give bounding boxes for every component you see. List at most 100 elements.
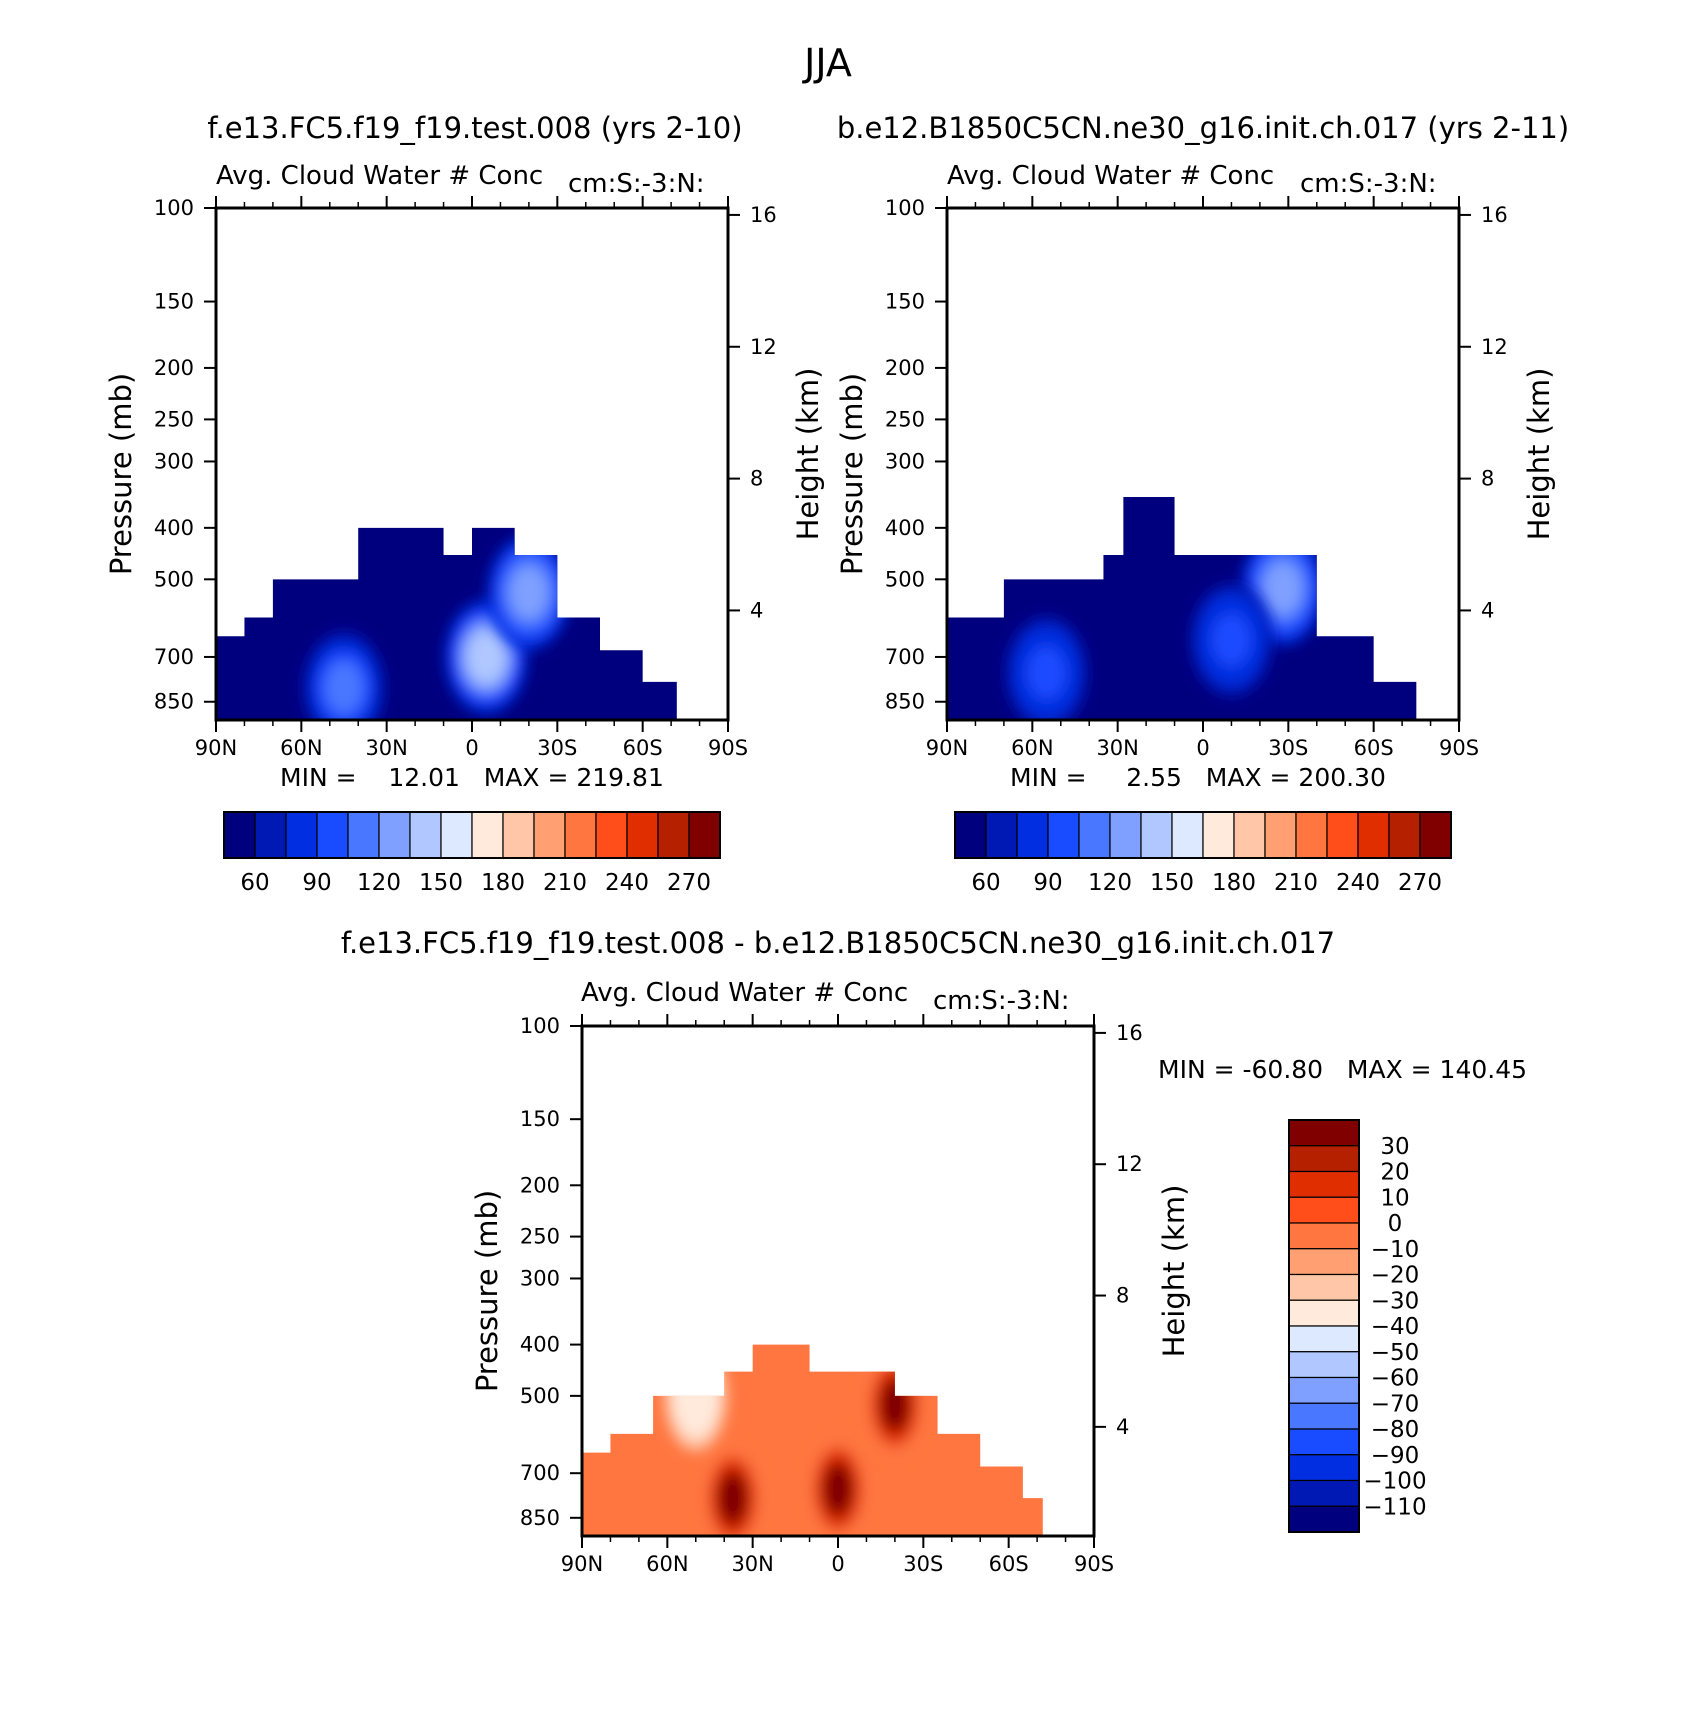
- colorbar-label: 20: [1380, 1160, 1409, 1186]
- contour-feature: [303, 631, 385, 720]
- colorbar-box: [409, 811, 442, 859]
- height-tick-label: 4: [1481, 598, 1494, 622]
- colorbar-box: [285, 811, 318, 859]
- colorbar-label: 270: [1398, 870, 1442, 896]
- lat-tick-label: 90S: [708, 736, 748, 760]
- contour-field: [216, 527, 677, 720]
- colorbar-box: [254, 811, 287, 859]
- colorbar-box: [688, 811, 721, 859]
- colorbar-box: [1295, 811, 1328, 859]
- lat-tick-label: 30N: [1096, 736, 1138, 760]
- pressure-tick-label: 300: [520, 1266, 560, 1290]
- lat-tick-label: 90N: [926, 736, 968, 760]
- colorbar-label: 0: [1388, 1211, 1403, 1237]
- colorbar-label: 210: [1274, 870, 1318, 896]
- colorbar-box: [1288, 1196, 1360, 1224]
- pressure-tick-label: 100: [154, 196, 194, 220]
- panel-right: b.e12.B1850C5CN.ne30_g16.init.ch.017 (yr…: [835, 111, 1569, 896]
- pressure-tick-label: 400: [154, 516, 194, 540]
- pressure-tick-label: 700: [154, 645, 194, 669]
- colorbar-box: [1264, 811, 1297, 859]
- pressure-tick-label: 300: [154, 449, 194, 473]
- colorbar-label: 150: [1150, 870, 1194, 896]
- contour-level: [717, 1471, 749, 1526]
- colorbar-label: 60: [971, 870, 1000, 896]
- minmax-diff: MIN = -60.80 MAX = 140.45: [1158, 1055, 1527, 1084]
- pressure-tick-label: 500: [154, 567, 194, 591]
- contour-field: [582, 1344, 1043, 1536]
- colorbar-box: [1288, 1351, 1360, 1379]
- colorbar-label: 10: [1380, 1185, 1409, 1211]
- colorbar-box: [1288, 1479, 1360, 1507]
- colorbar-box: [954, 811, 987, 859]
- y-axis-label: Pressure (mb): [104, 373, 138, 575]
- colorbar-box: [1288, 1325, 1360, 1353]
- colorbar-box: [502, 811, 535, 859]
- colorbar-label: 210: [543, 870, 587, 896]
- colorbar-box: [1288, 1273, 1360, 1301]
- case-title-right: b.e12.B1850C5CN.ne30_g16.init.ch.017 (yr…: [837, 111, 1569, 145]
- lat-tick-label: 30S: [903, 1552, 943, 1576]
- height-tick-label: 8: [1116, 1284, 1129, 1308]
- colorbar-box: [1288, 1402, 1360, 1430]
- colorbar-box: [1288, 1170, 1360, 1198]
- colorbar-box: [564, 811, 597, 859]
- units-label-right: cm:S:-3:N:: [1300, 169, 1437, 199]
- colorbar-box: [1109, 811, 1142, 859]
- pressure-tick-label: 700: [520, 1461, 560, 1485]
- colorbar-label: −110: [1363, 1494, 1426, 1520]
- pressure-tick-label: 700: [885, 645, 925, 669]
- colorbar-box: [626, 811, 659, 859]
- y-axis-label: Pressure (mb): [835, 373, 869, 575]
- colorbar-box: [985, 811, 1018, 859]
- height-tick-label: 12: [750, 335, 777, 359]
- lat-tick-label: 90N: [561, 1552, 603, 1576]
- contour-feature: [1005, 616, 1088, 720]
- minmax-left: MIN = 12.01 MAX = 219.81: [280, 763, 664, 792]
- case-title-left: f.e13.FC5.f19_f19.test.008 (yrs 2-10): [207, 111, 742, 145]
- colorbar-box: [440, 811, 473, 859]
- contour-level: [467, 630, 506, 684]
- figure-title: JJA: [802, 41, 852, 85]
- colorbar-diff: 3020100−10−20−30−40−50−60−70−80−90−100−1…: [1288, 1119, 1427, 1533]
- lat-tick-label: 90S: [1074, 1552, 1114, 1576]
- contour-level: [822, 1462, 854, 1517]
- units-label-left: cm:S:-3:N:: [568, 169, 705, 199]
- lat-tick-label: 60S: [989, 1552, 1029, 1576]
- pressure-tick-label: 500: [885, 567, 925, 591]
- colorbar-label: 270: [667, 870, 711, 896]
- lat-tick-label: 60S: [1354, 736, 1394, 760]
- lat-tick-label: 60S: [623, 736, 663, 760]
- contour-level: [680, 1368, 712, 1423]
- colorbar-box: [316, 811, 349, 859]
- pressure-tick-label: 400: [520, 1333, 560, 1357]
- pressure-tick-label: 850: [520, 1506, 560, 1530]
- colorbar-box: [1047, 811, 1080, 859]
- colorbar-label: −70: [1371, 1391, 1420, 1417]
- contour-feature: [863, 1349, 927, 1460]
- lat-tick-label: 60N: [280, 736, 322, 760]
- colorbar-box: [1288, 1248, 1360, 1276]
- plot-area-diff: 100 150 200 250 300 400 500 700 850 16 12 8 4 90N 60N 3…: [470, 1014, 1191, 1576]
- pressure-tick-label: 200: [520, 1173, 560, 1197]
- colorbar-label: −50: [1371, 1340, 1420, 1366]
- colorbar-frame: [954, 811, 1452, 859]
- contour-level: [879, 1377, 911, 1432]
- var-title-right: Avg. Cloud Water # Conc: [947, 161, 1274, 191]
- contour-feature: [487, 536, 570, 650]
- contour-level: [509, 566, 548, 619]
- height-tick-label: 16: [1481, 203, 1508, 227]
- colorbar-box: [471, 811, 504, 859]
- colorbar-box: [1140, 811, 1173, 859]
- plot-area-right: 100 150 200 250 300 400 500 700 850 16 12 8 4 90N 60N 3…: [835, 196, 1556, 760]
- case-title-diff: f.e13.FC5.f19_f19.test.008 - b.e12.B1850…: [341, 926, 1335, 960]
- colorbar-box: [1326, 811, 1359, 859]
- colorbar-label: 120: [1088, 870, 1132, 896]
- lat-tick-label: 60N: [646, 1552, 688, 1576]
- pressure-tick-label: 150: [885, 290, 925, 314]
- pressure-tick-label: 100: [520, 1014, 560, 1038]
- height-tick-label: 4: [750, 598, 763, 622]
- y-axis-label: Pressure (mb): [470, 1190, 504, 1392]
- lat-tick-label: 30S: [537, 736, 577, 760]
- contour-field: [947, 497, 1417, 720]
